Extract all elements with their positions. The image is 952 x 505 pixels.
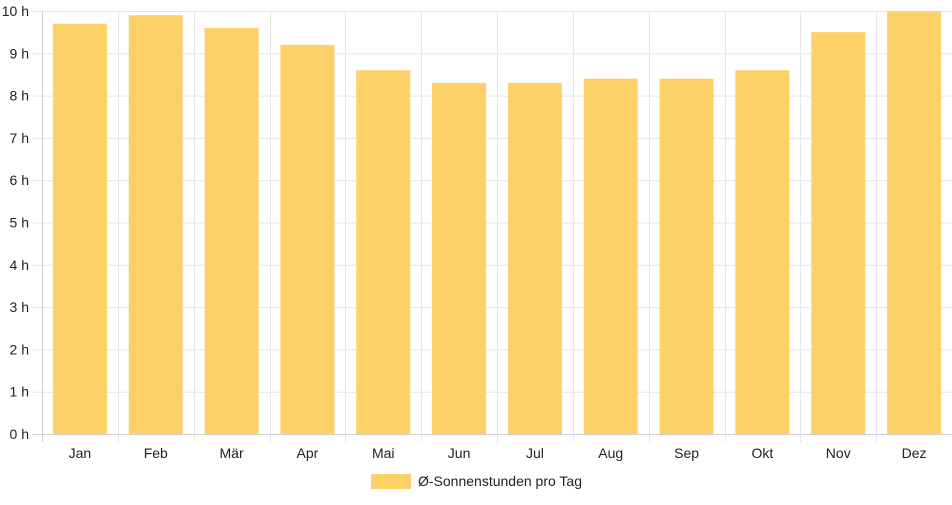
bar-apr[interactable] [280,44,335,435]
bar-jan[interactable] [52,23,107,434]
x-tick-label: Aug [598,445,623,461]
y-tick-label: 4 h [10,257,29,273]
bars [52,11,942,435]
y-tick-label: 3 h [10,299,29,315]
bar-nov[interactable] [811,32,866,435]
x-axis-ticks: Jan Feb Mär Apr Mai Jun Jul Aug Sep Okt Nov Dez [69,445,927,461]
y-tick-label: 7 h [10,130,29,146]
grid-lines [32,11,952,442]
y-tick-label: 2 h [10,341,29,357]
legend[interactable]: Ø-Sonnenstunden pro Tag [371,473,582,489]
bar-jun[interactable] [432,82,487,434]
y-axis-ticks: 0 h 1 h 2 h 3 h 4 h 5 h 6 h 7 h 8 h 9 h 10 h [2,3,29,442]
bar-mär[interactable] [204,27,259,434]
x-tick-label: Dez [902,445,927,461]
x-tick-label: Nov [826,445,851,461]
y-tick-label: 8 h [10,88,29,104]
x-tick-label: Jan [69,445,92,461]
y-tick-label: 10 h [2,3,29,19]
bar-sep[interactable] [659,78,714,435]
y-tick-label: 1 h [10,384,29,400]
bar-aug[interactable] [583,78,638,435]
y-tick-label: 0 h [10,426,29,442]
bar-feb[interactable] [128,15,183,434]
bar-dez[interactable] [887,11,942,434]
x-tick-label: Mai [372,445,395,461]
x-tick-label: Sep [674,445,699,461]
x-tick-label: Jul [526,445,544,461]
y-tick-label: 5 h [10,215,29,231]
legend-label[interactable]: Ø-Sonnenstunden pro Tag [418,473,582,489]
x-tick-label: Okt [752,445,774,461]
bar-mai[interactable] [356,70,411,434]
y-tick-label: 6 h [10,172,29,188]
bar-okt[interactable] [735,70,790,434]
legend-swatch[interactable] [371,474,411,489]
x-tick-label: Jun [448,445,471,461]
y-tick-label: 9 h [10,45,29,61]
x-tick-label: Apr [297,445,319,461]
x-tick-label: Feb [144,445,168,461]
x-tick-label: Mär [220,445,244,461]
bar-jul[interactable] [507,82,562,434]
